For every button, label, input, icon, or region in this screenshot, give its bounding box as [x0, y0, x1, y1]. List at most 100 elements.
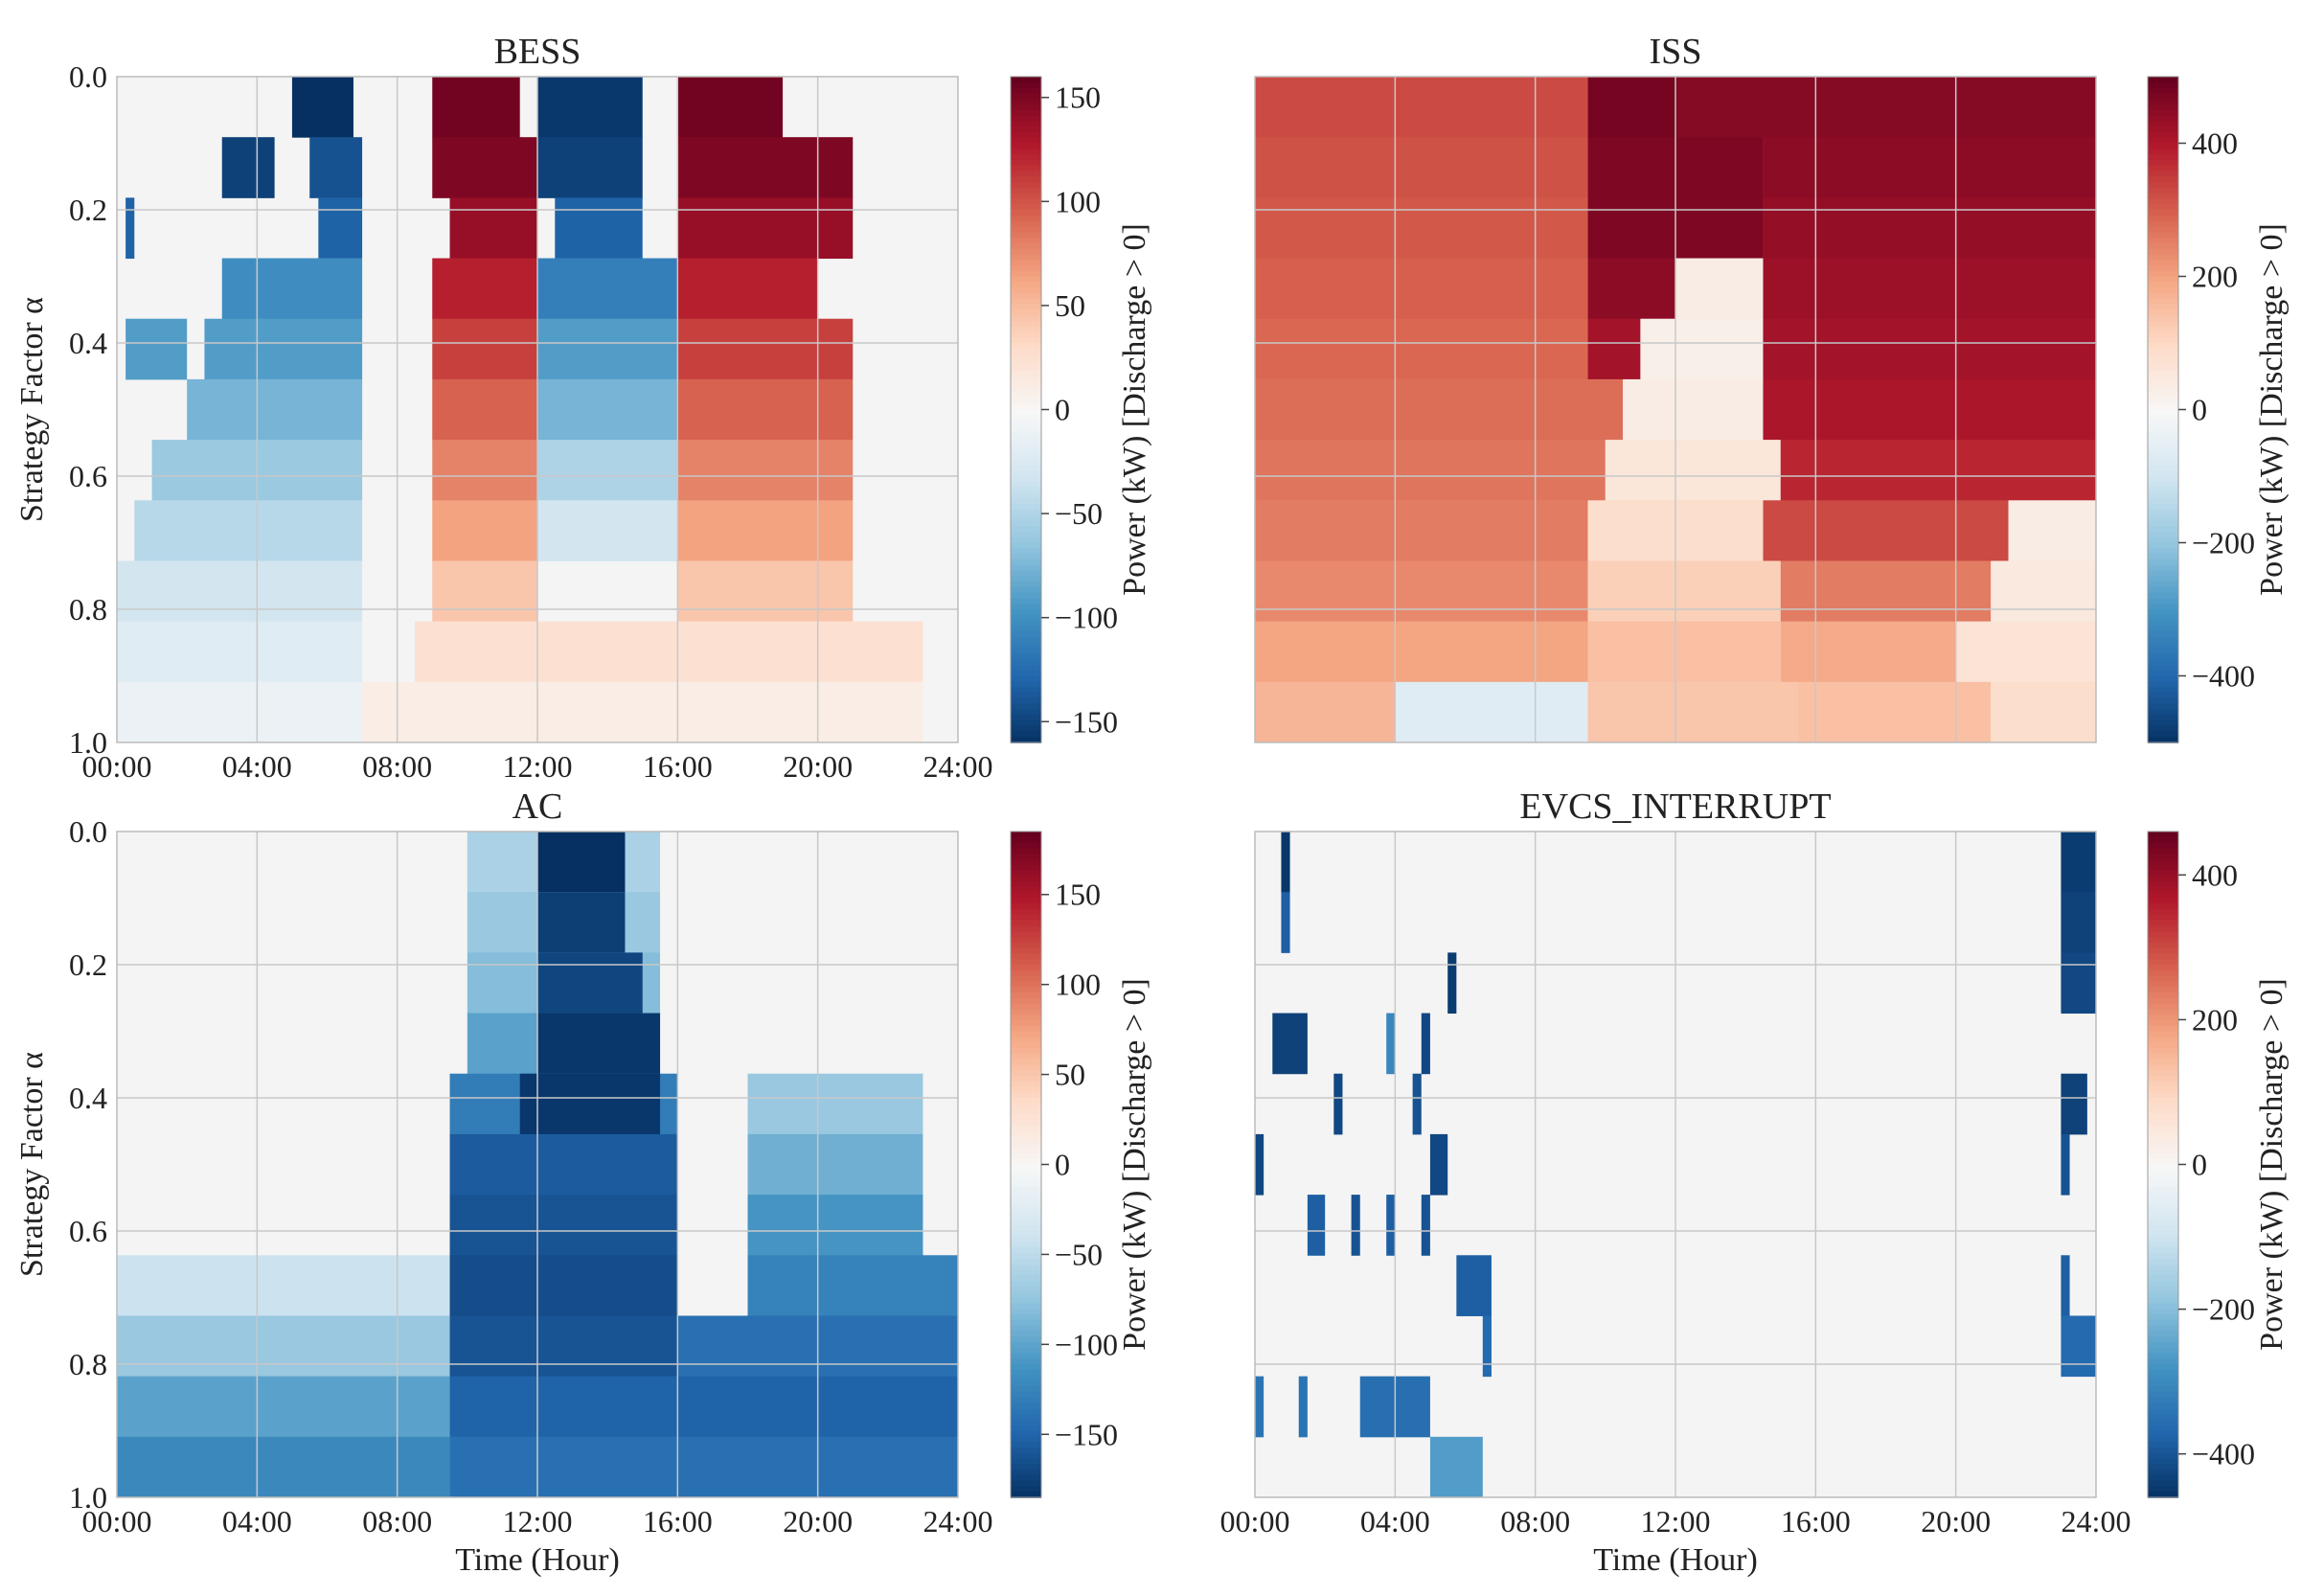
x-tick-label: 20:00: [783, 749, 853, 784]
colorbar-step: [1011, 115, 1041, 123]
colorbar-step: [2148, 604, 2178, 610]
colorbar-step: [1011, 171, 1041, 178]
panel-title: AC: [513, 787, 563, 827]
colorbar-step: [2148, 1364, 2178, 1371]
colorbar-step: [1011, 592, 1041, 600]
colorbar-step: [2148, 331, 2178, 339]
colorbar-step: [1011, 393, 1041, 399]
heatmap-cell: [449, 1133, 678, 1196]
colorbar-tick-label: 100: [1055, 968, 1101, 1002]
colorbar-step: [2148, 1414, 2178, 1421]
colorbar-step: [2148, 242, 2178, 250]
colorbar-step: [1011, 542, 1041, 550]
plot-frame: [1254, 76, 2097, 743]
colorbar-step: [2148, 1175, 2178, 1182]
heatmap-cell: [1798, 681, 1992, 743]
colorbar-tick-label: −150: [1055, 704, 1118, 739]
heatmap-cell: [1255, 378, 1624, 441]
colorbar-step: [2148, 359, 2178, 366]
colorbar-step: [1011, 226, 1041, 233]
heatmap-cell: [1763, 137, 2096, 198]
colorbar-step: [2148, 1358, 2178, 1365]
x-tick-label: 12:00: [503, 749, 573, 784]
colorbar-step: [2148, 1458, 2178, 1466]
colorbar-step: [1011, 359, 1041, 366]
colorbar-step: [1011, 1470, 1041, 1476]
colorbar-step: [1011, 403, 1041, 411]
heatmap-cell: [677, 77, 784, 138]
colorbar-step: [2148, 315, 2178, 322]
colorbar-step: [2148, 697, 2178, 705]
colorbar-step: [2148, 376, 2178, 383]
colorbar-step: [1011, 864, 1041, 872]
heatmap-cell: [117, 1376, 450, 1438]
colorbar-step: [1011, 947, 1041, 955]
heatmap-cell: [1255, 137, 1588, 198]
colorbar-step: [1011, 1175, 1041, 1182]
colorbar-step: [1011, 204, 1041, 211]
colorbar-step: [1011, 487, 1041, 494]
colorbar-step: [2148, 1253, 2178, 1260]
colorbar-step: [2148, 876, 2178, 882]
colorbar-step: [1011, 881, 1041, 888]
colorbar-step: [2148, 1025, 2178, 1033]
colorbar-step: [1011, 242, 1041, 250]
colorbar-step: [2148, 1480, 2178, 1488]
colorbar-step: [2148, 1214, 2178, 1221]
colorbar-step: [1011, 942, 1041, 949]
colorbar-step: [2148, 1220, 2178, 1227]
heatmap-cell: [449, 197, 537, 260]
colorbar-step: [1011, 159, 1041, 167]
colorbar-step: [1011, 969, 1041, 977]
colorbar-step: [1011, 1092, 1041, 1099]
colorbar-step: [2148, 925, 2178, 933]
heatmap-cell: [1429, 1436, 1483, 1498]
colorbar-step: [2148, 1120, 2178, 1127]
y-axis-label: Strategy Factor α: [14, 297, 50, 522]
colorbar-tick-label: 0: [2192, 393, 2207, 427]
heatmap-cell: [1780, 560, 1992, 623]
colorbar-step: [2148, 920, 2178, 927]
colorbar-step: [1011, 1386, 1041, 1393]
colorbar-step: [1011, 876, 1041, 882]
colorbar-step: [1011, 1214, 1041, 1221]
colorbar-step: [2148, 636, 2178, 644]
colorbar-step: [1011, 636, 1041, 644]
colorbar-step: [1011, 1136, 1041, 1144]
x-tick-label: 24:00: [923, 1504, 993, 1539]
colorbar-step: [1011, 514, 1041, 522]
colorbar-step: [1011, 1125, 1041, 1132]
colorbar-step: [1011, 1442, 1041, 1448]
colorbar-step: [2148, 99, 2178, 105]
colorbar-step: [2148, 348, 2178, 355]
colorbar-step: [2148, 1402, 2178, 1410]
colorbar-step: [1011, 509, 1041, 516]
heatmap-cell: [1763, 378, 2096, 441]
colorbar-step: [2148, 1425, 2178, 1432]
colorbar-step: [1011, 476, 1041, 483]
colorbar-step: [2148, 481, 2178, 489]
heatmap-cell: [1351, 1195, 1360, 1256]
colorbar-step: [2148, 1447, 2178, 1454]
colorbar-step: [1011, 614, 1041, 622]
colorbar-step: [2148, 370, 2178, 377]
colorbar-step: [1011, 443, 1041, 449]
colorbar-step: [1011, 1264, 1041, 1271]
colorbar-step: [2148, 1081, 2178, 1088]
heatmap-cell: [537, 318, 678, 380]
colorbar-step: [1011, 1452, 1041, 1460]
colorbar-step: [1011, 832, 1041, 838]
colorbar-step: [2148, 581, 2178, 588]
heatmap-cell: [117, 1436, 450, 1498]
colorbar-step: [1011, 842, 1041, 850]
y-tick-label: 0.4: [69, 326, 107, 360]
heatmap-cell: [1780, 440, 2096, 501]
colorbar-step: [1011, 187, 1041, 194]
heatmap-cell: [747, 1255, 958, 1316]
colorbar-step: [2148, 953, 2178, 961]
colorbar-step: [2148, 1297, 2178, 1305]
colorbar-step: [2148, 1275, 2178, 1282]
colorbar-step: [2148, 487, 2178, 494]
colorbar-step: [1011, 470, 1041, 477]
colorbar-step: [1011, 598, 1041, 605]
